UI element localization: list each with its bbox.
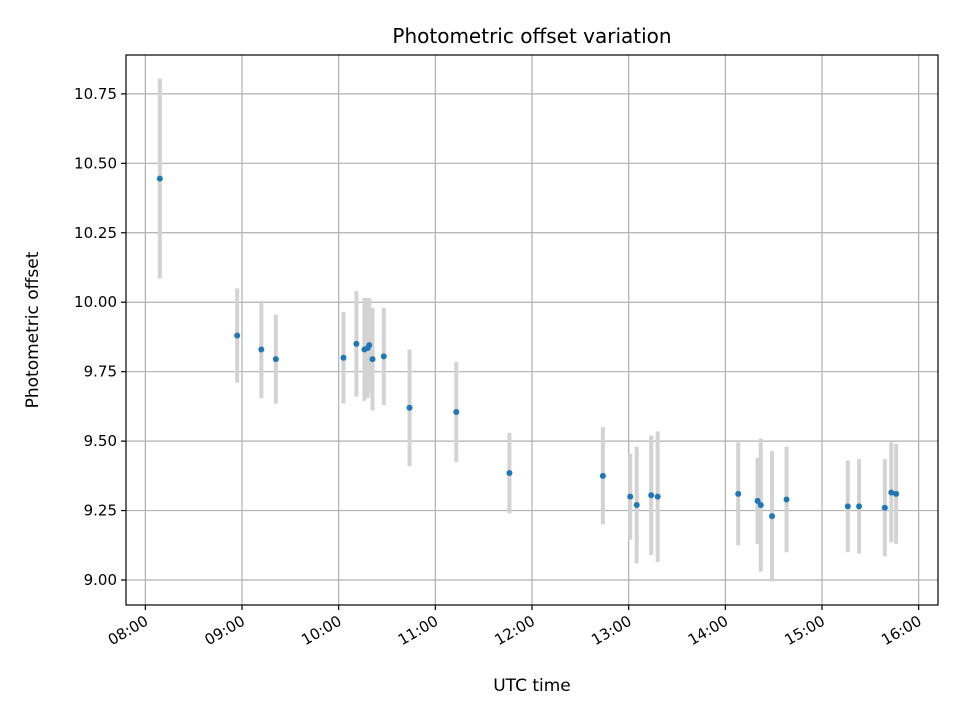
data-point [654,493,661,500]
y-tick-label: 10.00 [74,293,117,311]
data-point [627,493,634,500]
data-point [353,340,360,347]
y-tick-label: 10.50 [74,154,117,172]
data-point [893,490,900,497]
data-points [156,175,900,520]
data-point [453,408,460,415]
data-point [888,489,895,496]
data-point [599,472,606,479]
y-axis-label: Photometric offset [23,251,43,408]
chart-title: Photometric offset variation [392,24,671,48]
data-point [406,404,413,411]
y-tick-label: 10.25 [74,224,117,242]
grid-lines [126,55,938,605]
data-point [369,356,376,363]
data-point [633,502,640,508]
data-point [272,356,279,363]
data-point [156,175,163,182]
data-point [856,503,863,510]
data-point [783,496,790,503]
data-point [258,346,265,353]
y-axis-ticks: 9.00 9.25 9.50 9.75 10.00 10.25 10.50 10.75 [74,85,126,589]
data-point [648,492,655,499]
y-tick-label: 9.00 [84,571,117,589]
data-point [340,354,347,361]
data-point [757,502,764,508]
data-point [366,342,373,349]
data-point [234,332,241,339]
data-point [881,504,888,511]
y-tick-label: 9.50 [84,432,117,450]
data-point [735,490,742,497]
data-point [754,497,761,504]
x-axis-label: UTC time [493,676,571,696]
y-tick-label: 10.75 [74,85,117,103]
y-tick-label: 9.25 [84,502,117,520]
data-point [844,503,851,510]
y-tick-label: 9.75 [84,363,117,381]
data-point [506,470,513,477]
data-point [769,513,776,520]
data-point [380,353,387,360]
